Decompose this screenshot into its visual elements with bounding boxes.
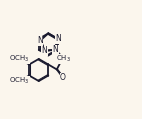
Text: N: N (42, 46, 47, 55)
Text: N: N (55, 34, 61, 43)
Text: OCH$_3$: OCH$_3$ (9, 76, 30, 86)
Text: O: O (60, 73, 66, 82)
Text: CH$_3$: CH$_3$ (56, 54, 71, 64)
Text: OCH$_3$: OCH$_3$ (9, 54, 30, 64)
Text: N: N (53, 45, 59, 54)
Text: N: N (37, 36, 43, 45)
